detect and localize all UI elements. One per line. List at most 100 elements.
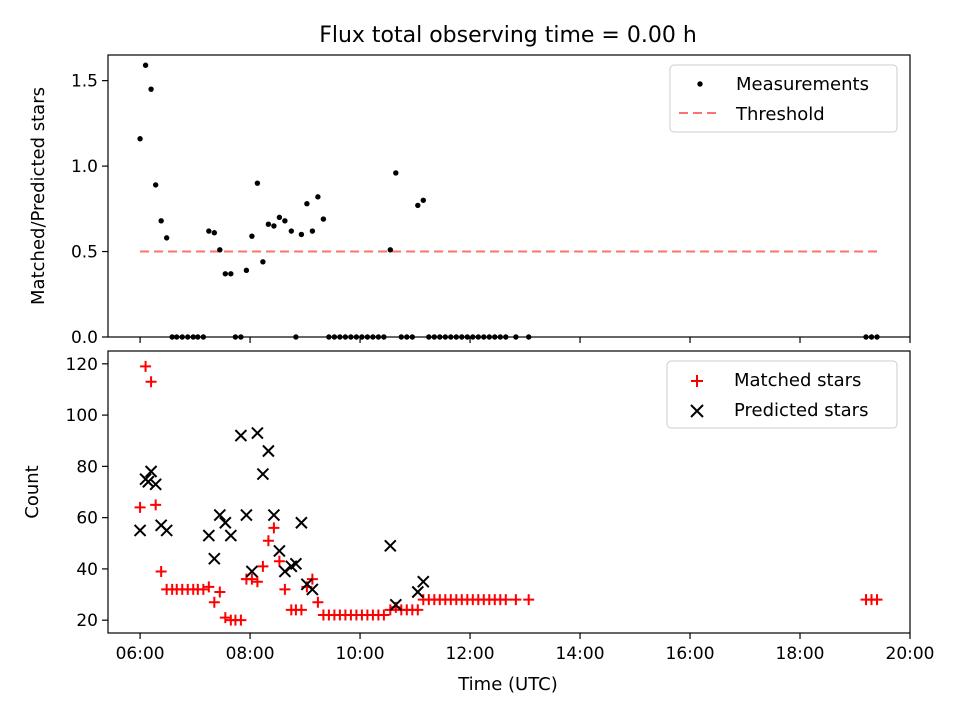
predicted-stars-point [133, 524, 147, 537]
matched-stars-point [510, 594, 522, 606]
predicted-stars-point [240, 508, 253, 522]
matched-stars-point [262, 535, 274, 547]
matched-stars-point [312, 596, 324, 608]
ratio-y-tick-label: 0.5 [71, 243, 98, 263]
ratio-x-ticks [139, 337, 911, 343]
predicted-stars-point [411, 585, 425, 599]
predicted-stars-point [213, 508, 227, 522]
legend-predicted-label: Predicted stars [734, 400, 868, 421]
count-marks [133, 360, 883, 626]
measurement-point [142, 62, 149, 68]
measurement-point [393, 170, 399, 176]
measurement-point [222, 271, 229, 277]
legend-matched-marker [691, 375, 703, 387]
predicted-stars-point [160, 524, 173, 537]
ratio-legend: Measurements Threshold [669, 64, 898, 133]
count-y-tick-label: 120 [66, 355, 98, 375]
matched-stars-point [251, 576, 263, 588]
measurement-point [420, 197, 427, 203]
predicted-stars-point [256, 467, 270, 481]
matched-stars-point [145, 376, 157, 388]
measurement-point [298, 231, 305, 238]
measurement-point [265, 221, 272, 227]
measurement-point [415, 202, 421, 209]
matched-stars-point [140, 360, 152, 372]
predicted-stars-point [208, 552, 221, 565]
chart-title: Flux total observing time = 0.00 h [319, 23, 697, 48]
measurement-point [137, 136, 143, 142]
count-x-axis-label: Time (UTC) [457, 674, 558, 695]
matched-stars-point [378, 609, 390, 621]
ratio-plot-frame [107, 54, 911, 338]
predicted-stars-point [262, 444, 275, 458]
predicted-stars-point [295, 516, 308, 529]
ratio-y-tick-label: 0.0 [71, 328, 98, 348]
measurement-point [276, 214, 283, 221]
measurement-point [315, 194, 321, 200]
predicted-stars-point [144, 465, 158, 478]
measurement-point [260, 259, 266, 265]
matched-stars-point [235, 614, 247, 626]
measurement-point [228, 271, 234, 277]
legend-measurements-marker [697, 81, 703, 87]
measurement-point [304, 200, 310, 207]
matched-stars-point [208, 596, 220, 608]
count-x-tick-label: 06:00 [116, 644, 165, 664]
measurement-point [320, 216, 327, 222]
matched-stars-point [295, 604, 307, 616]
measurement-point [206, 228, 212, 234]
predicted-stars-point [202, 529, 216, 542]
count-x-axis: 06:00 08:00 10:00 12:00 14:00 16:00 18:00 20:00 [116, 633, 935, 664]
measurement-point [163, 235, 170, 241]
ratio-y-tick-label: 1.0 [71, 157, 98, 177]
predicted-stars-point [234, 429, 248, 442]
matched-stars-point [871, 594, 883, 606]
count-legend: Matched stars Predicted stars [666, 360, 898, 429]
matched-stars-point [219, 612, 231, 624]
ratio-panel: 0.0 0.5 1.0 1.5 Matched/Predicted stars Mea… [28, 54, 911, 348]
count-x-tick-label: 10:00 [336, 644, 385, 664]
measurement-point [158, 218, 164, 224]
legend-predicted-marker [690, 404, 704, 418]
count-x-tick-label: 14:00 [556, 644, 605, 664]
ratio-y-tick-label: 1.5 [71, 72, 98, 92]
legend-matched-label: Matched stars [734, 370, 861, 391]
matched-stars-point [279, 583, 291, 595]
predicted-stars-point [219, 516, 232, 529]
predicted-stars-point [306, 583, 319, 596]
predicted-stars-point [149, 478, 162, 491]
matched-stars-point [523, 594, 535, 606]
count-x-tick-label: 12:00 [446, 644, 495, 664]
predicted-stars-point [417, 575, 430, 588]
legend-measurements-label: Measurements [736, 74, 869, 95]
matched-stars-point [155, 565, 167, 577]
count-y-tick-label: 40 [76, 560, 98, 580]
count-y-axis-label: Count [22, 465, 43, 518]
measurement-point [217, 247, 223, 253]
measurement-point [249, 233, 255, 239]
matched-stars-point [197, 583, 209, 595]
count-y-axis: 20 40 60 80 100 120 [66, 355, 108, 631]
measurement-point [271, 223, 277, 229]
count-y-tick-label: 100 [66, 406, 98, 426]
matched-stars-point [246, 573, 258, 585]
matched-stars-point [214, 586, 226, 598]
matched-stars-point [273, 555, 285, 567]
count-y-tick-label: 20 [76, 611, 98, 631]
matched-stars-point [257, 560, 269, 572]
measurement-point [254, 180, 261, 186]
matched-stars-point [134, 501, 146, 513]
measurement-point [288, 228, 295, 234]
predicted-stars-point [384, 539, 397, 553]
matched-stars-point [500, 594, 512, 606]
predicted-stars-point [289, 557, 303, 570]
measurement-point [148, 86, 154, 92]
count-panel: 20 40 60 80 100 120 06:00 08:00 10:00 12:00 14:00… [22, 350, 935, 695]
ratio-y-axis: 0.0 0.5 1.0 1.5 [71, 72, 108, 348]
predicted-stars-point [142, 475, 155, 488]
count-x-tick-label: 08:00 [226, 644, 275, 664]
ratio-marks [137, 62, 880, 340]
measurement-point [152, 182, 159, 188]
count-x-tick-label: 18:00 [776, 644, 825, 664]
